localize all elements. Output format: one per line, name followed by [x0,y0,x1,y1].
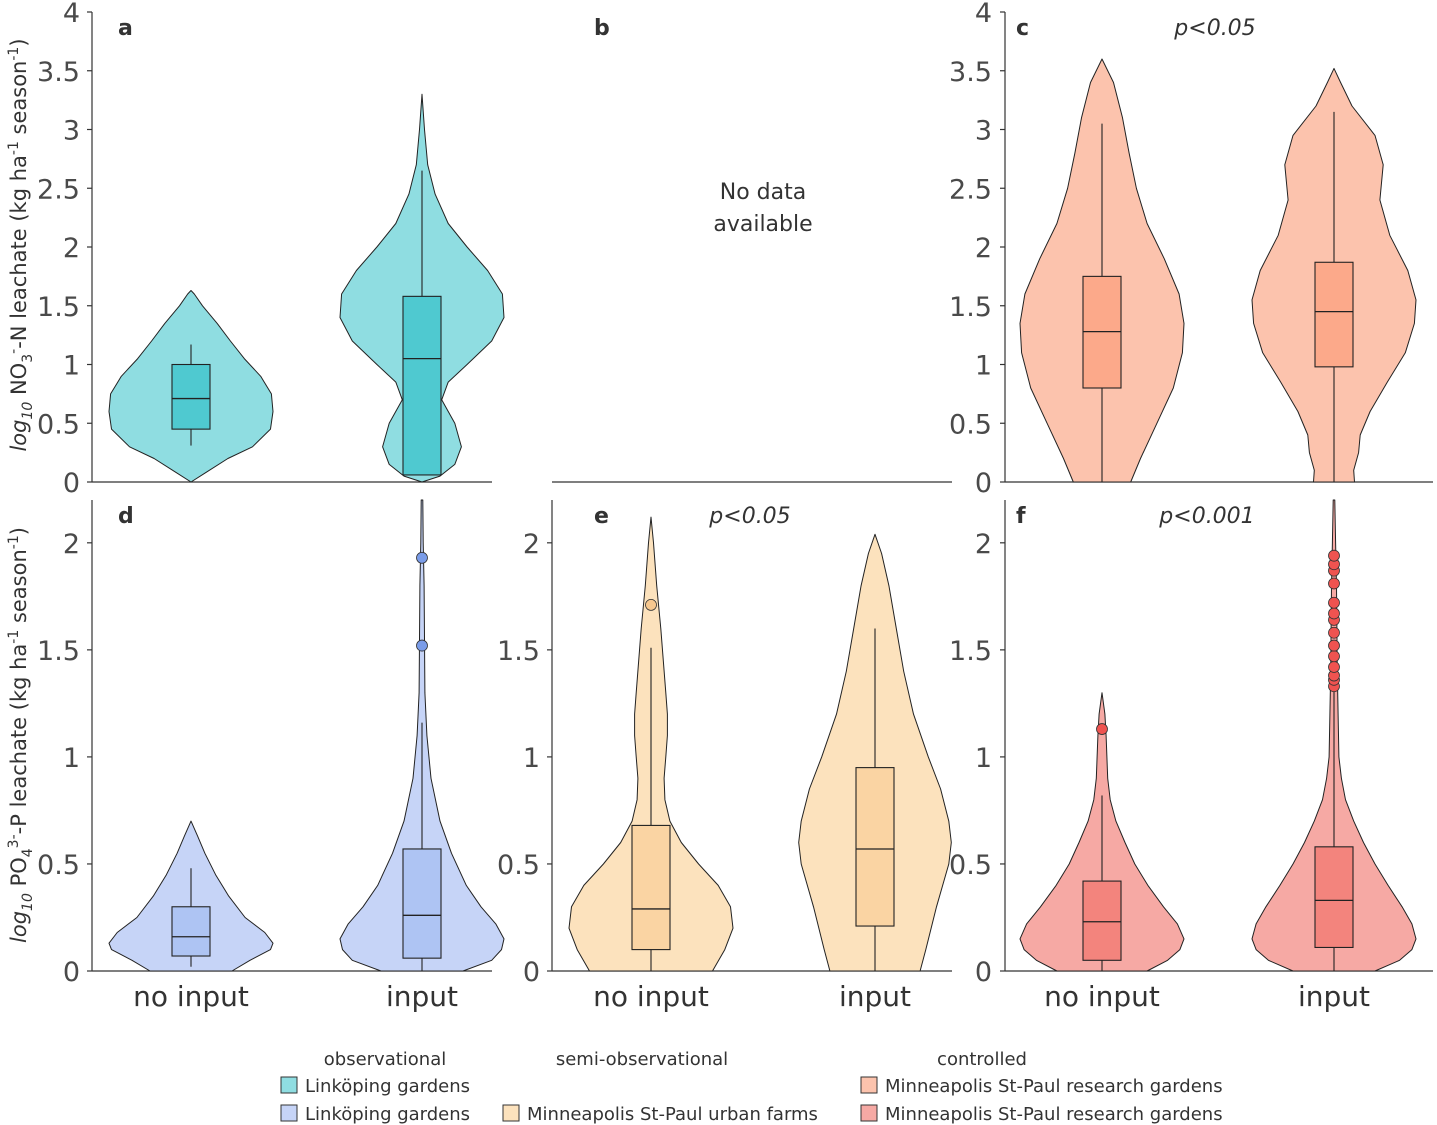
panel-c: 0 0.5 1 1.5 2 2.5 3 3.5 4 c p<0.05 [949,0,1433,499]
x-category-label: input [1298,980,1370,1013]
box-iqr [171,906,211,957]
y-tick-label: 0.5 [37,850,80,881]
y-tick-label: 3 [975,116,992,147]
panel-a: 0 0.5 1 1.5 2 2.5 3 3.5 4 a [37,0,505,499]
panel-d: 0 0.5 1 1.5 2 d no input input [37,499,505,1013]
y-tick-label: 1.5 [949,636,992,667]
y-tick-label: 1 [975,351,992,382]
y-tick-label: 2 [63,233,80,264]
legend-item-label: Minneapolis St-Paul research gardens [885,1076,1223,1097]
y-tick-label: 1.5 [37,292,80,323]
legend-swatch [860,1104,878,1122]
y-tick-label: 0.5 [37,409,80,440]
box-iqr [1314,261,1354,368]
y-tick-label: 3 [63,116,80,147]
y-tick-label: 0 [975,957,992,988]
y-tick-label: 0.5 [949,850,992,881]
legend-swatch [280,1076,298,1094]
legend-swatch [280,1104,298,1122]
legend-item-label: Minneapolis St-Paul research gardens [885,1104,1223,1125]
box-iqr [631,824,671,951]
outlier-point [1328,549,1340,562]
legend-item-label: Minneapolis St-Paul urban farms [527,1104,818,1125]
y-tick-label: 3.5 [37,57,80,88]
y-tick-label: 1 [63,743,80,774]
box-iqr [402,848,442,959]
y-tick-label: 3.5 [949,57,992,88]
legend-group-title: controlled [937,1049,1027,1070]
box-iqr [402,295,442,476]
y-tick-label: 0 [523,957,540,988]
outlier-point [1328,626,1340,639]
y-tick-label: 2.5 [949,174,992,205]
y-tick-label: 1.5 [497,636,540,667]
legend-item-label: Linköping gardens [305,1104,470,1125]
legend-group-title: observational [324,1049,446,1070]
legend-item-label: Linköping gardens [305,1076,470,1097]
legend: observational Linköping gardens Linköping … [280,1049,1223,1125]
outlier-point [1328,607,1340,620]
y-axis-title-bottom: log10 PO43--P leachate (kg ha-1 season-1… [6,527,36,943]
legend-swatch [860,1076,878,1094]
outlier-point [1328,650,1340,663]
box-iqr [1314,846,1354,948]
outlier-point [416,639,428,652]
legend-group-title: semi-observational [556,1049,728,1070]
panel-letter: a [118,16,133,41]
y-tick-label: 1 [523,743,540,774]
panel-letter: b [594,16,610,41]
y-tick-label: 0.5 [949,409,992,440]
outlier-point [416,551,428,564]
y-axis-title-top: log10 NO3--N leachate (kg ha-1 season-1) [6,38,36,451]
x-category-label: input [386,980,458,1013]
x-category-label: no input [133,980,249,1013]
y-tick-label: 2.5 [37,174,80,205]
y-tick-label: 0.5 [497,850,540,881]
y-tick-label: 0 [975,468,992,499]
panel-letter: f [1016,504,1026,529]
outlier-point [1328,596,1340,609]
p-value-label: p<0.05 [1173,16,1255,41]
y-tick-label: 1 [63,351,80,382]
y-tick-label: 1 [975,743,992,774]
y-tick-label: 0 [63,957,80,988]
y-tick-label: 2 [975,529,992,560]
panel-letter: c [1016,16,1029,41]
legend-swatch [502,1104,520,1122]
y-tick-label: 0 [63,468,80,499]
box-iqr [1082,880,1122,961]
panel-letter: e [594,504,609,529]
panel-f: 0 0.5 1 1.5 2f p<0.001 no input input [949,499,1433,1013]
y-tick-label: 2 [63,529,80,560]
x-category-label: no input [1044,980,1160,1013]
y-tick-label: 2 [975,233,992,264]
y-tick-label: 4 [63,0,80,29]
no-data-text: available [713,212,812,237]
box-iqr [855,767,895,927]
y-tick-label: 1.5 [949,292,992,323]
y-tick-label: 1.5 [37,636,80,667]
box-iqr [171,363,211,430]
outlier-point [1328,639,1340,652]
outlier-point [1328,661,1340,673]
panel-e: 0 0.5 1 1.5 2 e p<0.05 no input input [497,500,952,1013]
panel-letter: d [118,504,134,529]
panel-b: b No data available [552,16,952,483]
x-category-label: input [839,980,911,1013]
p-value-label: p<0.001 [1158,504,1254,529]
outlier-point [645,599,657,611]
y-tick-label: 4 [975,0,992,29]
outlier-point [1328,577,1340,590]
y-tick-label: 2 [523,529,540,560]
x-category-label: no input [593,980,709,1013]
p-value-label: p<0.05 [708,504,790,529]
outlier-point [1096,723,1108,735]
no-data-text: No data [720,180,806,205]
